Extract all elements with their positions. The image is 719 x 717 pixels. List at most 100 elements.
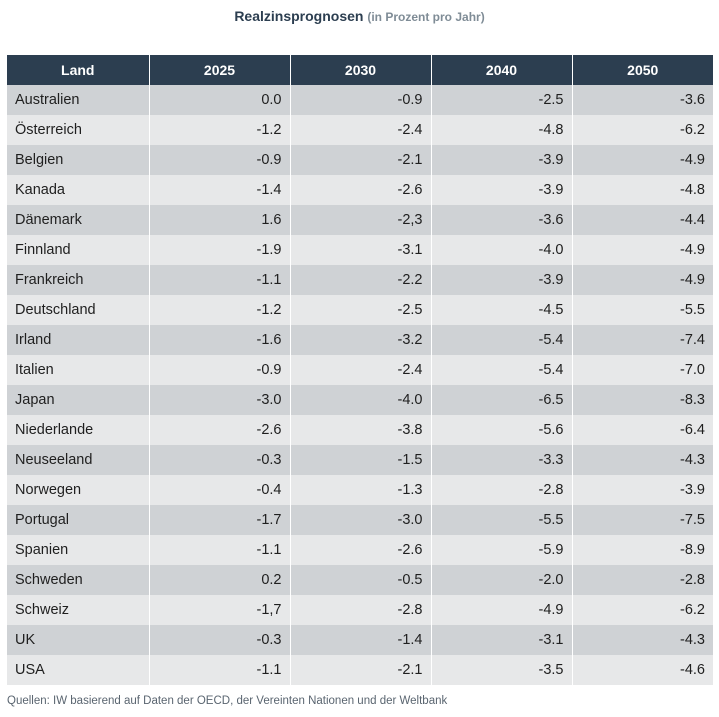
table-row: Schweden 0.2 -0.5 -2.0 -2.8	[7, 565, 713, 595]
value-cell: -2.6	[289, 535, 431, 565]
value-cell: -2.8	[430, 475, 572, 505]
value-cell: -5.6	[430, 415, 572, 445]
value-cell: -1.9	[148, 235, 290, 265]
country-cell: Frankreich	[7, 265, 149, 295]
value-cell: -4.0	[289, 385, 431, 415]
value-cell: -4.9	[430, 595, 572, 625]
table-row: Italien -0.9 -2.4 -5.4 -7.0	[7, 355, 713, 385]
value-cell: -3.9	[430, 175, 572, 205]
header-cell: Land	[7, 55, 149, 85]
country-cell: Schweden	[7, 565, 149, 595]
value-cell: -3.0	[148, 385, 290, 415]
header-cell: 2040	[430, 55, 572, 85]
header-cell: 2025	[148, 55, 290, 85]
value-cell: -5.5	[571, 295, 713, 325]
table-row: Japan -3.0 -4.0 -6.5 -8.3	[7, 385, 713, 415]
source-note: Quellen: IW basierend auf Daten der OECD…	[7, 695, 448, 707]
value-cell: -4.9	[571, 265, 713, 295]
value-cell: -4.3	[571, 625, 713, 655]
value-cell: 0.2	[148, 565, 290, 595]
value-cell: -1.1	[148, 265, 290, 295]
country-cell: Österreich	[7, 115, 149, 145]
value-cell: -2.5	[430, 85, 572, 115]
header-cell: 2050	[571, 55, 713, 85]
value-cell: -6.2	[571, 595, 713, 625]
value-cell: -1.2	[148, 115, 290, 145]
value-cell: -3.5	[430, 655, 572, 685]
value-cell: -2,3	[289, 205, 431, 235]
value-cell: -2.0	[430, 565, 572, 595]
country-cell: Finnland	[7, 235, 149, 265]
value-cell: 0.0	[148, 85, 290, 115]
country-cell: Deutschland	[7, 295, 149, 325]
country-cell: Australien	[7, 85, 149, 115]
table-row: Belgien -0.9 -2.1 -3.9 -4.9	[7, 145, 713, 175]
header-cell: 2030	[289, 55, 431, 85]
value-cell: -0.4	[148, 475, 290, 505]
value-cell: -2.5	[289, 295, 431, 325]
value-cell: -1.4	[289, 625, 431, 655]
value-cell: -6.4	[571, 415, 713, 445]
table-row: Spanien -1.1 -2.6 -5.9 -8.9	[7, 535, 713, 565]
header-row: Land 2025 2030 2040 2050	[7, 55, 713, 85]
value-cell: -5.5	[430, 505, 572, 535]
value-cell: -4.0	[430, 235, 572, 265]
value-cell: -5.4	[430, 325, 572, 355]
value-cell: -2.8	[289, 595, 431, 625]
value-cell: -0.9	[148, 355, 290, 385]
value-cell: -5.4	[430, 355, 572, 385]
value-cell: -1,7	[148, 595, 290, 625]
value-cell: -4.6	[571, 655, 713, 685]
table-row: Niederlande -2.6 -3.8 -5.6 -6.4	[7, 415, 713, 445]
country-cell: Neuseeland	[7, 445, 149, 475]
value-cell: -2.1	[289, 145, 431, 175]
table-row: USA -1.1 -2.1 -3.5 -4.6	[7, 655, 713, 685]
value-cell: -4.8	[571, 175, 713, 205]
value-cell: -3.9	[571, 475, 713, 505]
table-row: Kanada -1.4 -2.6 -3.9 -4.8	[7, 175, 713, 205]
value-cell: -2.4	[289, 355, 431, 385]
table-row: Finnland -1.9 -3.1 -4.0 -4.9	[7, 235, 713, 265]
table-row: Australien 0.0 -0.9 -2.5 -3.6	[7, 85, 713, 115]
value-cell: -7.5	[571, 505, 713, 535]
value-cell: -3.2	[289, 325, 431, 355]
value-cell: -1.2	[148, 295, 290, 325]
value-cell: -2.6	[148, 415, 290, 445]
country-cell: Irland	[7, 325, 149, 355]
value-cell: -2.6	[289, 175, 431, 205]
value-cell: -4.4	[571, 205, 713, 235]
value-cell: -4.9	[571, 145, 713, 175]
country-cell: Belgien	[7, 145, 149, 175]
country-cell: Japan	[7, 385, 149, 415]
value-cell: -1.5	[289, 445, 431, 475]
value-cell: -3.1	[289, 235, 431, 265]
value-cell: -4.8	[430, 115, 572, 145]
value-cell: -0.5	[289, 565, 431, 595]
table-row: Deutschland -1.2 -2.5 -4.5 -5.5	[7, 295, 713, 325]
value-cell: -5.9	[430, 535, 572, 565]
country-cell: Portugal	[7, 505, 149, 535]
country-cell: Niederlande	[7, 415, 149, 445]
table-row: Irland -1.6 -3.2 -5.4 -7.4	[7, 325, 713, 355]
value-cell: -6.2	[571, 115, 713, 145]
forecast-table: Land 2025 2030 2040 2050 Australien 0.0 -0…	[7, 55, 713, 685]
value-cell: -3.3	[430, 445, 572, 475]
value-cell: -3.9	[430, 265, 572, 295]
table-row: Schweiz -1,7 -2.8 -4.9 -6.2	[7, 595, 713, 625]
table-row: Dänemark 1.6 -2,3 -3.6 -4.4	[7, 205, 713, 235]
table-row: Österreich -1.2 -2.4 -4.8 -6.2	[7, 115, 713, 145]
country-cell: Italien	[7, 355, 149, 385]
table-row: Portugal -1.7 -3.0 -5.5 -7.5	[7, 505, 713, 535]
value-cell: -1.4	[148, 175, 290, 205]
country-cell: Dänemark	[7, 205, 149, 235]
value-cell: -3.9	[430, 145, 572, 175]
value-cell: 1.6	[148, 205, 290, 235]
value-cell: -4.3	[571, 445, 713, 475]
country-cell: Kanada	[7, 175, 149, 205]
table-row: UK -0.3 -1.4 -3.1 -4.3	[7, 625, 713, 655]
value-cell: -3.6	[430, 205, 572, 235]
title-subtitle: (in Prozent pro Jahr)	[367, 10, 485, 24]
table-row: Neuseeland -0.3 -1.5 -3.3 -4.3	[7, 445, 713, 475]
value-cell: -0.9	[289, 85, 431, 115]
value-cell: -3.8	[289, 415, 431, 445]
